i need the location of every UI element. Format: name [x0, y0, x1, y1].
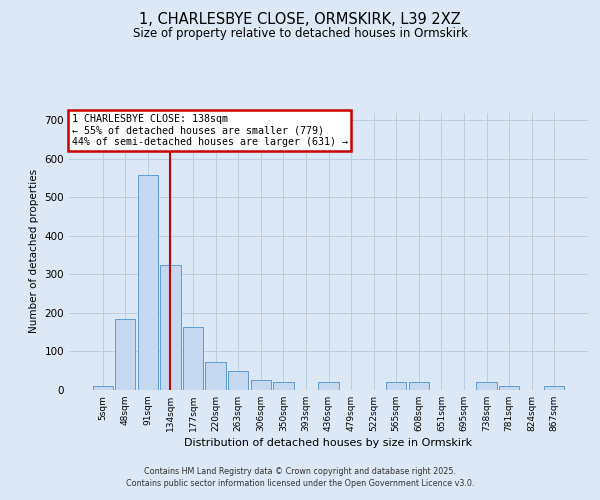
- Text: Size of property relative to detached houses in Ormskirk: Size of property relative to detached ho…: [133, 28, 467, 40]
- Bar: [319, 382, 338, 390]
- Bar: [499, 386, 519, 390]
- Text: Contains HM Land Registry data © Crown copyright and database right 2025.
Contai: Contains HM Land Registry data © Crown c…: [126, 466, 474, 487]
- Bar: [92, 386, 113, 390]
- Bar: [228, 370, 248, 390]
- Text: 1, CHARLESBYE CLOSE, ORMSKIRK, L39 2XZ: 1, CHARLESBYE CLOSE, ORMSKIRK, L39 2XZ: [139, 12, 461, 28]
- Bar: [476, 382, 497, 390]
- Bar: [386, 382, 406, 390]
- Bar: [251, 380, 271, 390]
- Bar: [115, 320, 136, 390]
- Bar: [544, 386, 565, 390]
- Bar: [183, 327, 203, 390]
- Bar: [160, 264, 181, 390]
- X-axis label: Distribution of detached houses by size in Ormskirk: Distribution of detached houses by size …: [184, 438, 473, 448]
- Text: 1 CHARLESBYE CLOSE: 138sqm
← 55% of detached houses are smaller (779)
44% of sem: 1 CHARLESBYE CLOSE: 138sqm ← 55% of deta…: [71, 114, 347, 147]
- Bar: [138, 175, 158, 390]
- Bar: [409, 382, 429, 390]
- Y-axis label: Number of detached properties: Number of detached properties: [29, 169, 39, 334]
- Bar: [205, 362, 226, 390]
- Bar: [273, 382, 293, 390]
